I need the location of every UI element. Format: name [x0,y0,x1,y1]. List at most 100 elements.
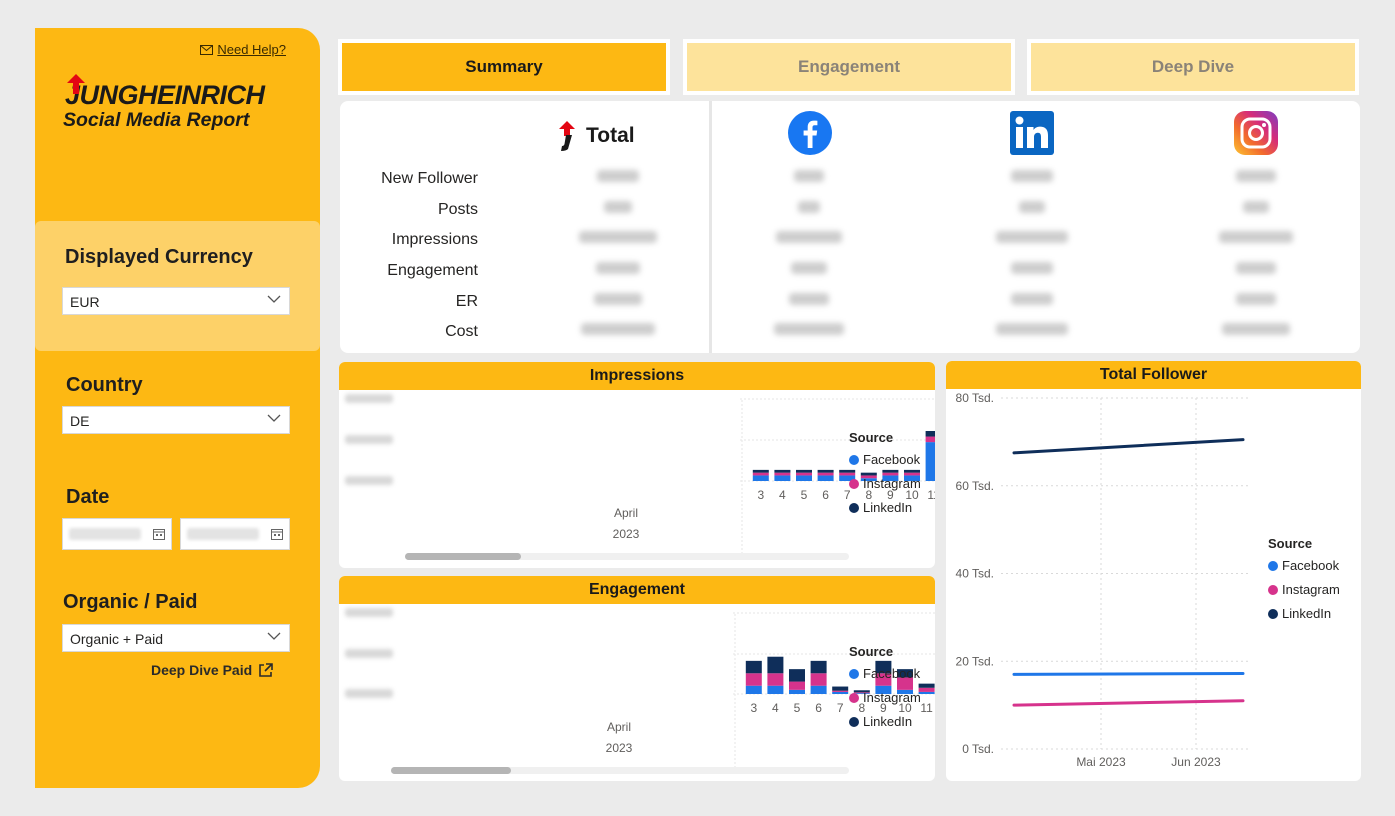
country-dropdown[interactable]: DE [62,406,290,434]
bar-facebook[interactable] [774,475,791,481]
currency-filter-panel [35,221,320,351]
legend-item-instagram[interactable]: Instagram [849,476,921,491]
engagement-year-label: 2023 [606,741,633,755]
legend-item-linkedin[interactable]: LinkedIn [1268,606,1340,621]
kpi-row-label: Posts [437,201,478,218]
bar-facebook[interactable] [904,475,920,481]
bar-instagram[interactable] [789,681,805,690]
bar-linkedin[interactable] [817,469,834,473]
bar-instagram[interactable] [810,673,827,686]
logo-brand-text: JUNGHEINRICH [65,80,265,110]
bar-instagram[interactable] [904,472,920,476]
bar-instagram[interactable] [875,673,892,686]
kpi-row-label: Impressions [391,231,478,248]
tab-engagement[interactable]: Engagement [683,39,1015,95]
bar-facebook[interactable] [810,685,827,694]
bar-instagram[interactable] [918,687,935,692]
bar-linkedin[interactable] [925,431,935,437]
legend-item-linkedin[interactable]: LinkedIn [849,714,921,729]
bar-linkedin[interactable] [752,469,769,473]
legend-item-instagram[interactable]: Instagram [849,690,921,705]
calendar-icon[interactable] [271,528,283,540]
bar-facebook[interactable] [767,685,784,694]
bar-instagram[interactable] [925,436,935,443]
bar-facebook[interactable] [918,691,935,694]
legend-item-facebook[interactable]: Facebook [1268,558,1340,573]
country-value: DE [70,413,90,429]
bar-linkedin[interactable] [918,683,935,688]
chevron-down-icon [267,632,281,640]
organic-paid-dropdown[interactable]: Organic + Paid [62,624,290,652]
bar-linkedin[interactable] [875,660,892,674]
bar-instagram[interactable] [860,475,877,479]
bar-linkedin[interactable] [832,686,849,691]
bar-facebook[interactable] [875,685,892,694]
x-tick-label: 4 [779,488,786,502]
bar-facebook[interactable] [745,685,762,694]
bar-instagram[interactable] [897,677,913,690]
bar-linkedin[interactable] [745,660,762,674]
engagement-scrollbar[interactable] [391,767,849,774]
date-end-field[interactable] [180,518,290,550]
bar-linkedin[interactable] [789,669,805,682]
bar-instagram[interactable] [796,472,812,476]
bar-facebook[interactable] [860,478,877,481]
tab-deep-dive[interactable]: Deep Dive [1027,39,1359,95]
tab-summary[interactable]: Summary [338,39,670,95]
filter-sidebar: Need Help? JUNGHEINRICH Social Media Rep… [35,28,320,788]
bar-instagram[interactable] [767,673,784,686]
bar-linkedin[interactable] [904,469,920,473]
bar-linkedin[interactable] [810,660,827,674]
calendar-icon[interactable] [153,528,165,540]
bar-facebook[interactable] [897,689,913,694]
total-follower-chart-card: Total Follower 80 Tsd. 60 Tsd. 40 Tsd. 20 T… [946,361,1361,781]
total-follower-gridlines [1001,397,1249,750]
bar-facebook[interactable] [832,691,849,694]
kpi-value-redacted [597,170,639,182]
need-help-link[interactable]: Need Help? [200,42,286,57]
date-start-field[interactable] [62,518,172,550]
deep-dive-paid-link[interactable]: Deep Dive Paid [151,662,273,678]
line-linkedin[interactable] [1012,438,1245,455]
bar-linkedin[interactable] [839,469,856,473]
engagement-scroll-thumb[interactable] [391,767,511,774]
kpi-value-redacted [604,201,632,213]
bar-linkedin[interactable] [897,669,913,678]
legend-item-facebook[interactable]: Facebook [849,452,921,467]
impressions-scrollbar[interactable] [405,553,849,560]
legend-item-linkedin[interactable]: LinkedIn [849,500,921,515]
bar-instagram[interactable] [882,472,899,476]
bar-linkedin[interactable] [774,469,791,473]
bar-instagram[interactable] [839,472,856,476]
bar-linkedin[interactable] [767,656,784,674]
bar-instagram[interactable] [745,673,762,686]
bar-linkedin[interactable] [853,690,870,693]
bar-linkedin[interactable] [882,469,899,473]
currency-dropdown[interactable]: EUR [62,287,290,315]
bar-facebook[interactable] [925,442,935,481]
bar-instagram[interactable] [817,472,834,476]
bar-linkedin[interactable] [796,469,812,473]
line-instagram[interactable] [1012,699,1245,707]
x-tick-label: 9 [887,488,894,502]
line-facebook[interactable] [1012,672,1245,676]
bar-facebook[interactable] [817,475,834,481]
bar-instagram[interactable] [774,472,791,476]
bar-facebook[interactable] [853,693,870,694]
kpi-value-redacted [1011,293,1053,305]
bar-instagram[interactable] [853,692,870,694]
bar-facebook[interactable] [752,475,769,481]
bar-facebook[interactable] [796,475,812,481]
bar-instagram[interactable] [832,690,849,692]
impressions-scroll-thumb[interactable] [405,553,521,560]
legend-item-facebook[interactable]: Facebook [849,666,921,681]
y-tick-label: 40 Tsd. [956,567,994,581]
bar-instagram[interactable] [752,472,769,476]
engagement-chart-title: Engagement [339,576,935,604]
legend-item-instagram[interactable]: Instagram [1268,582,1340,597]
bar-linkedin[interactable] [860,472,877,476]
bar-facebook[interactable] [839,475,856,481]
legend-title: Source [1268,536,1313,551]
bar-facebook[interactable] [789,689,805,694]
bar-facebook[interactable] [882,475,899,481]
